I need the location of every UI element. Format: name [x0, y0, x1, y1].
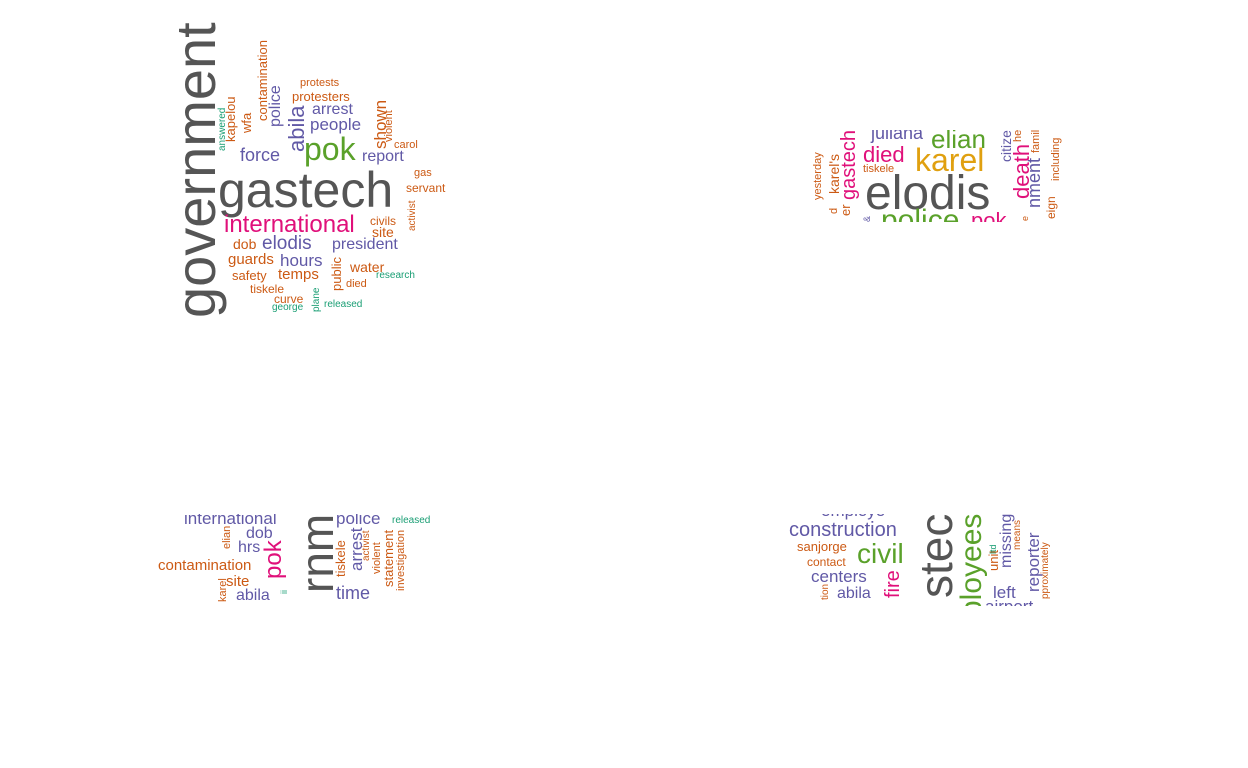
word-cloud-1: tiskele: [250, 282, 285, 296]
word-cloud-1: released: [324, 299, 363, 310]
word-cloud-4: sanjorge: [797, 539, 847, 554]
word-cloud-3: abila: [236, 587, 270, 604]
word-cloud-2: elian: [931, 130, 986, 154]
word-cloud-4: left: [993, 583, 1016, 602]
word-cloud-1: hours: [280, 251, 323, 270]
word-cloud-1: water: [350, 259, 385, 275]
word-cloud-1: protests: [300, 77, 340, 89]
word-cloud-4: tion: [820, 583, 831, 600]
word-cloud-2: elodis karel elian juliana died tiskele gastec…: [805, 130, 1075, 222]
word-cloud-4: civil: [857, 538, 904, 569]
word-cloud-4: stec: [910, 514, 962, 598]
word-cloud-1: answered: [217, 107, 228, 151]
word-cloud-4: centers: [811, 567, 867, 586]
word-cloud-2: pok: [971, 208, 1007, 223]
word-cloud-3: elian: [221, 525, 233, 549]
word-cloud-4: ployees: [955, 514, 988, 606]
word-cloud-3: ii: [279, 590, 289, 594]
word-cloud-1: elodis: [262, 233, 312, 254]
word-cloud-3: international police released elian dob hrs po…: [150, 514, 450, 606]
word-cloud-2: e: [1020, 215, 1030, 221]
word-cloud-1: protesters: [292, 89, 350, 104]
word-cloud-2: including: [1050, 137, 1062, 181]
word-cloud-1: servant: [406, 181, 446, 195]
word-cloud-1: temps: [278, 266, 319, 283]
word-cloud-3: karel: [217, 578, 229, 602]
word-cloud-2: juliana: [871, 130, 924, 143]
word-cloud-2: gastech: [838, 130, 860, 200]
word-cloud-1: people: [310, 115, 362, 134]
word-cloud-1: report: [362, 148, 404, 165]
word-cloud-1: public: [329, 257, 344, 291]
word-cloud-4: construction: [789, 519, 897, 541]
word-cloud-1: site: [372, 224, 394, 240]
word-cloud-3: dob: [246, 525, 273, 542]
word-cloud-2: karel's: [826, 153, 842, 194]
word-cloud-3: contamination: [158, 557, 252, 574]
word-cloud-4: ltd: [988, 544, 998, 554]
word-cloud-3: site: [226, 573, 250, 590]
word-cloud-1: guards: [228, 251, 274, 268]
word-cloud-2: er: [838, 204, 853, 216]
word-cloud-1: government: [164, 22, 227, 318]
word-cloud-1: gas: [414, 167, 432, 179]
word-cloud-1: international: [224, 211, 355, 238]
word-cloud-2: he: [1012, 130, 1024, 142]
word-cloud-1: government gastech pok international abila pe…: [150, 10, 460, 330]
word-cloud-2: yesterday: [812, 152, 824, 200]
word-cloud-1: george: [272, 302, 304, 313]
word-cloud-1: civils: [370, 214, 396, 228]
word-cloud-1: police: [267, 85, 284, 127]
word-cloud-4: contact: [807, 555, 846, 569]
word-cloud-1: contamination: [255, 40, 270, 121]
word-cloud-2: citize: [998, 130, 1014, 162]
word-cloud-1: force: [240, 145, 281, 165]
word-cloud-4: airport: [985, 598, 1033, 606]
word-cloud-3: international: [184, 514, 277, 528]
word-cloud-1: research: [376, 270, 415, 281]
word-cloud-1: died: [346, 278, 367, 290]
word-cloud-2: famil: [1030, 130, 1042, 153]
word-cloud-1: abila: [284, 105, 309, 152]
word-cloud-2: d: [828, 207, 840, 214]
word-cloud-2: died: [863, 142, 905, 167]
word-cloud-2: tiskele: [863, 163, 895, 175]
word-cloud-1: carol: [394, 139, 418, 151]
word-cloud-1: activist: [407, 200, 418, 231]
word-cloud-3: police: [336, 514, 381, 528]
word-cloud-4: employe: [821, 514, 885, 519]
word-cloud-1: wfa: [239, 112, 254, 133]
word-cloud-3: tiskele: [333, 540, 348, 577]
word-cloud-2: karel: [915, 142, 985, 178]
word-cloud-1: gastech: [218, 162, 394, 218]
word-cloud-4: means: [1012, 519, 1023, 550]
word-cloud-2: eign: [1044, 196, 1058, 219]
word-cloud-1: curve: [274, 292, 304, 306]
word-cloud-2: nment: [1024, 157, 1044, 208]
word-cloud-1: president: [332, 236, 398, 253]
word-cloud-3: hrs: [238, 539, 261, 556]
word-cloud-2: police: [881, 204, 960, 223]
word-cloud-3: statement: [381, 529, 396, 587]
word-cloud-1: pok: [304, 131, 356, 167]
word-cloud-1: safety: [232, 268, 267, 283]
word-cloud-4: pproximately: [1040, 542, 1051, 599]
word-cloud-3: pok: [260, 540, 287, 579]
word-cloud-4: fire: [882, 570, 904, 598]
word-cloud-4: employeconstructionsanjorge civil contactc…: [785, 514, 1065, 606]
word-cloud-4: abila: [837, 585, 871, 602]
word-cloud-1: dob: [233, 236, 257, 252]
word-cloud-2: elodis: [865, 167, 991, 220]
word-cloud-2: &: [862, 215, 872, 222]
word-cloud-3: time: [336, 583, 371, 603]
word-cloud-1: violent: [383, 110, 395, 142]
word-cloud-3: released: [392, 515, 431, 526]
word-cloud-1: arrest: [312, 101, 353, 118]
word-cloud-1: plane: [311, 287, 322, 312]
word-cloud-3: investigation: [395, 529, 407, 591]
